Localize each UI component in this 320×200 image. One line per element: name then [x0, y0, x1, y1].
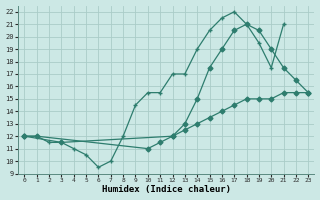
X-axis label: Humidex (Indice chaleur): Humidex (Indice chaleur) [102, 185, 231, 194]
